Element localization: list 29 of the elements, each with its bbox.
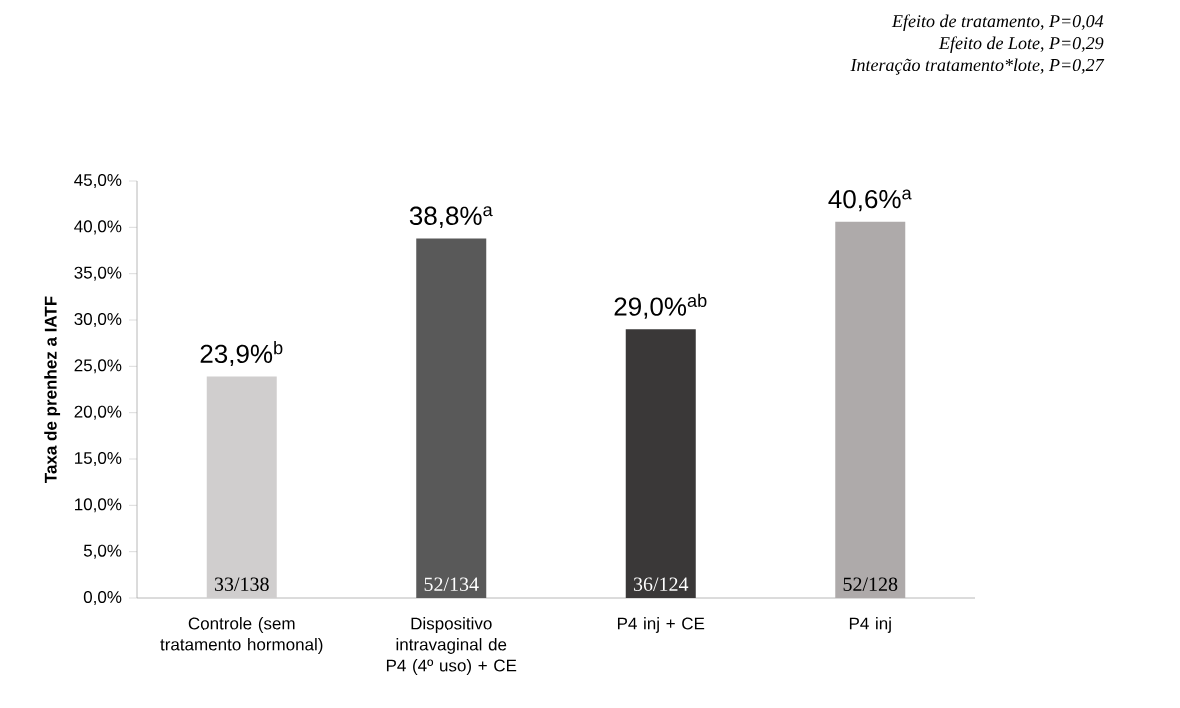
y-tick-label: 10,0% <box>75 498 122 513</box>
annotation: 52/128 <box>843 577 898 591</box>
x-tick-label: P4 inj <box>849 617 891 633</box>
y-tick-label: 15,0% <box>75 451 122 467</box>
text: Efeito de tratamento, P=0,04 <box>891 14 1104 31</box>
y-tick-label: 5,0% <box>83 544 122 559</box>
data-label: 29,0%$^{ab}$ <box>614 293 707 319</box>
annotation: 36/124 <box>633 577 689 591</box>
bar <box>625 329 696 598</box>
x-tick-label: P4 inj + CE <box>617 617 705 633</box>
data-label: 38,8%$^{a}$ <box>409 206 493 229</box>
y-tick-label: 30,0% <box>74 312 122 328</box>
text: Interação tratamento*lote, P=0,27 <box>850 58 1105 75</box>
x-tick-label: Dispositivo intravaginal de P4 (4º uso) + CE <box>386 617 517 675</box>
y-tick-label: 25,0% <box>74 359 122 374</box>
y-tick-label: 0,0% <box>83 590 122 606</box>
bar <box>206 376 277 598</box>
y-tick-label: 45,0% <box>74 173 122 189</box>
text: Efeito de Lote, P=0,29 <box>938 36 1104 53</box>
y-axis-title: Taxa de prenhez a IATF <box>44 296 61 483</box>
data-label: 23,9%$^{b}$ <box>200 340 283 367</box>
bar <box>416 238 487 598</box>
y-tick-label: 35,0% <box>74 266 122 281</box>
x-tick-label: Controle (sem tratamento hormonal) <box>160 617 323 654</box>
annotation: 52/134 <box>424 577 479 591</box>
y-tick-label: 40,0% <box>74 220 122 235</box>
data-label: 40,6%$^{a}$ <box>828 189 912 212</box>
annotation: 33/138 <box>214 577 269 591</box>
y-tick-label: 20,0% <box>74 405 122 420</box>
